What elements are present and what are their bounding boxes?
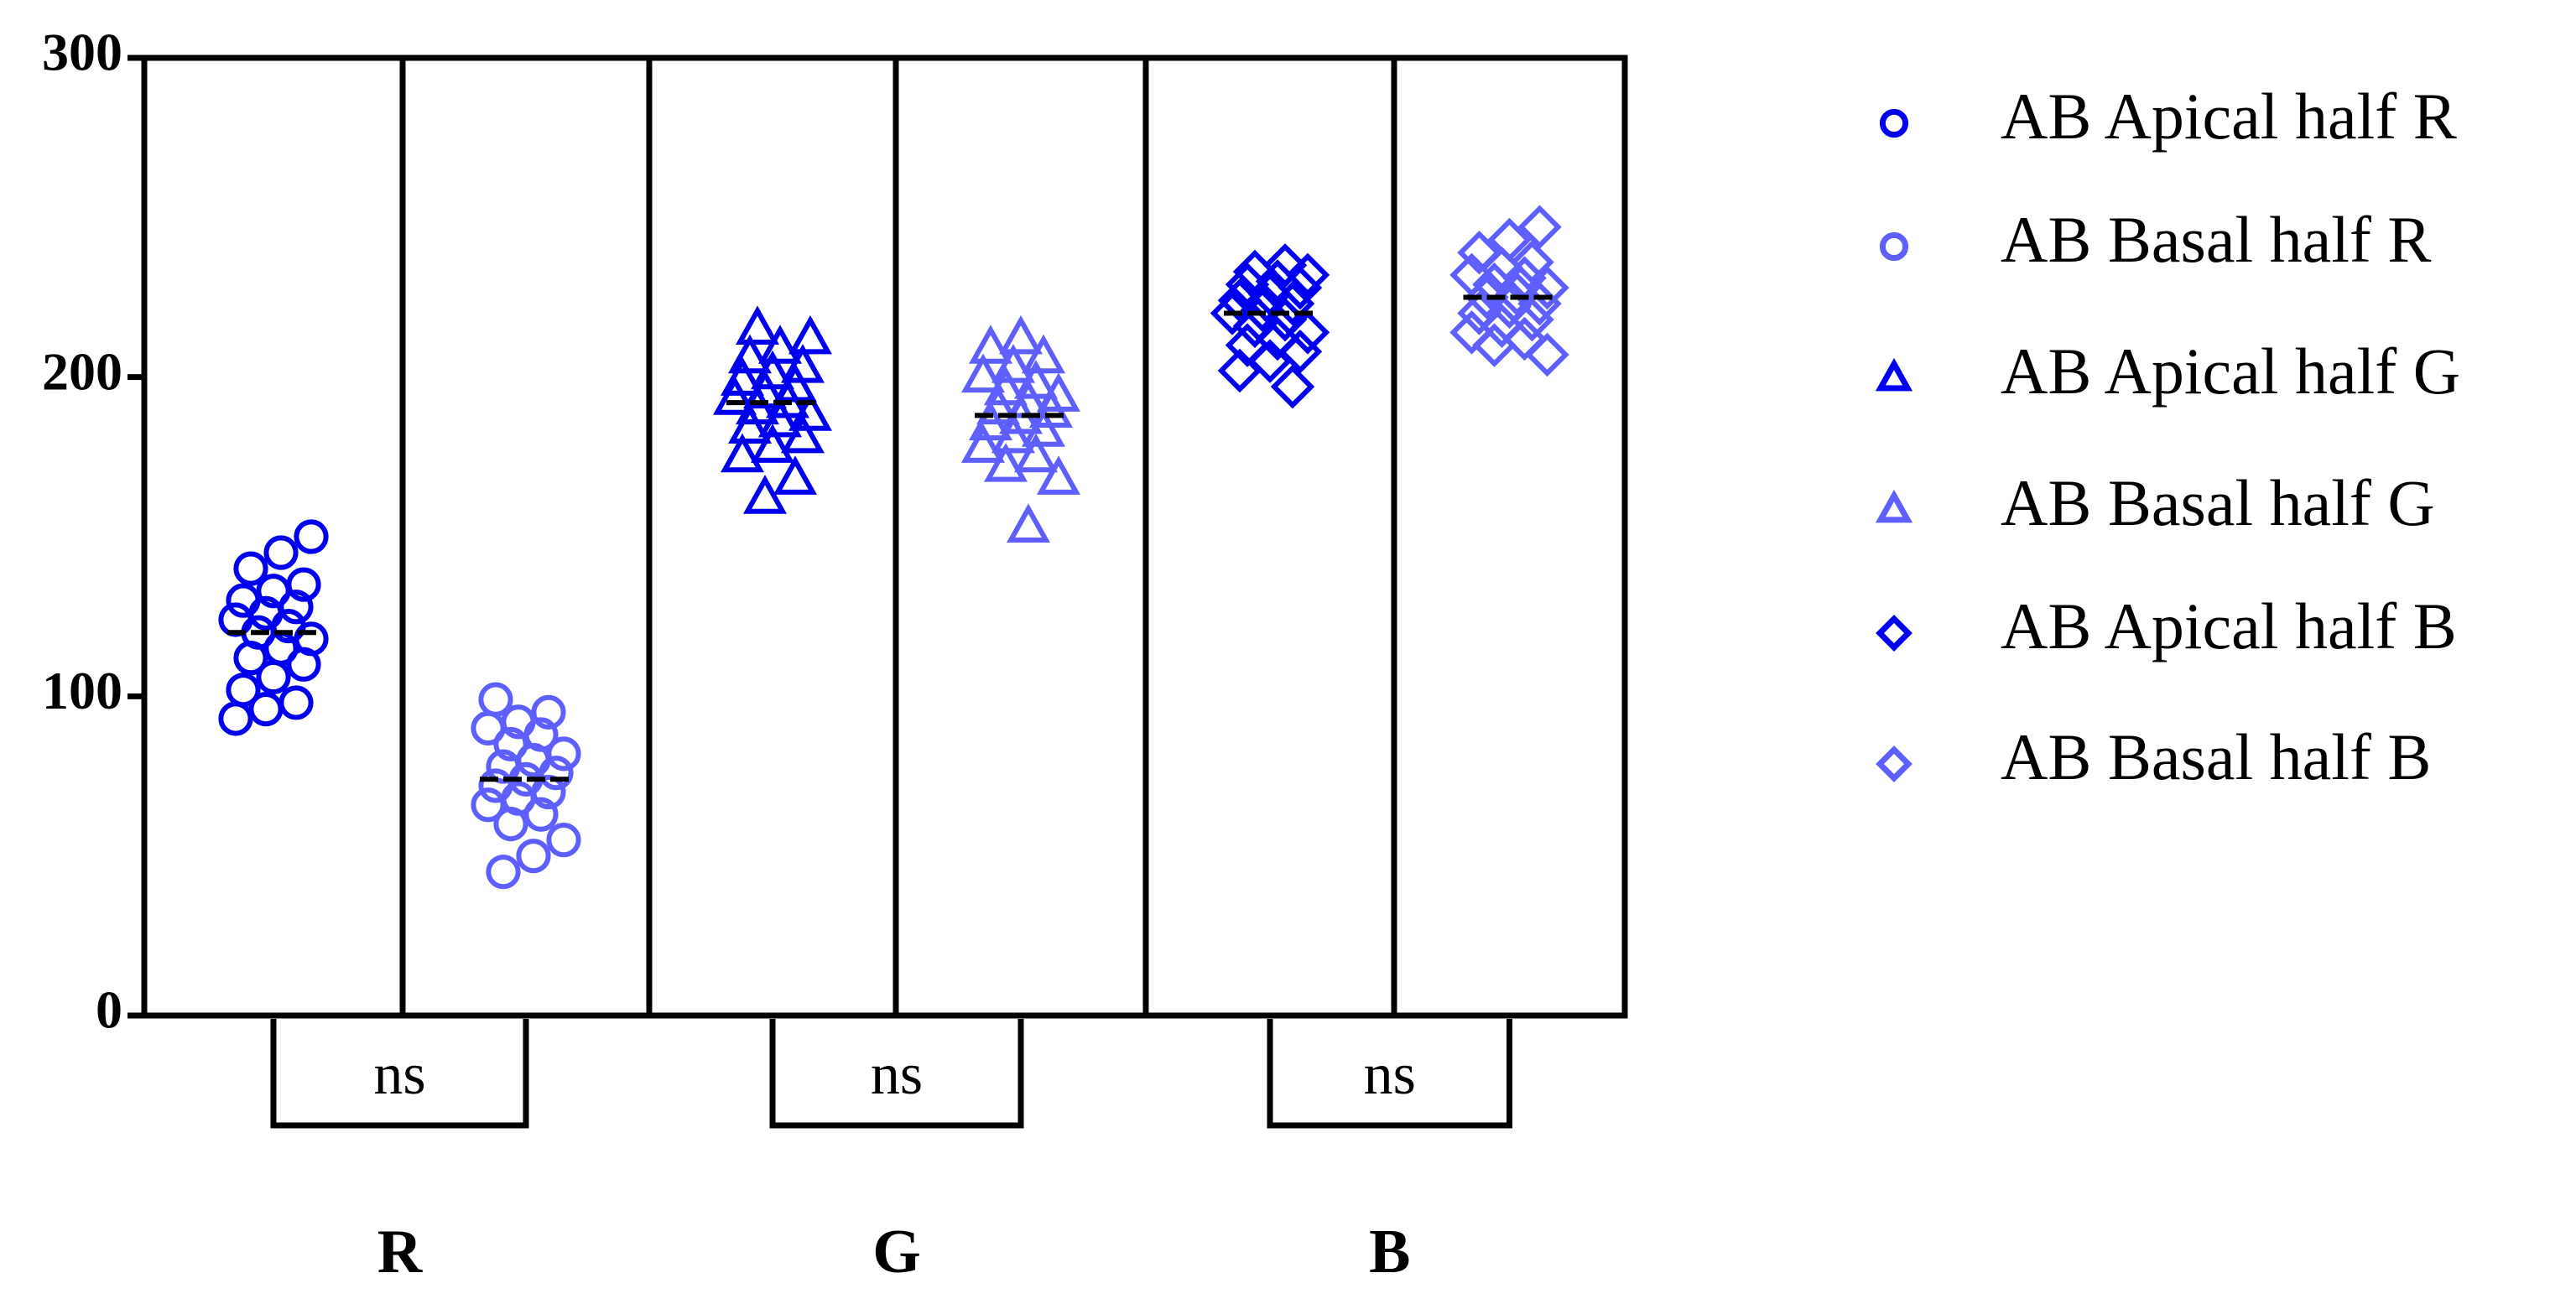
significance-bracket xyxy=(769,1019,1024,1129)
significance-bracket xyxy=(1267,1019,1512,1129)
data-point xyxy=(493,726,528,762)
data-point xyxy=(1285,252,1330,298)
data-point xyxy=(546,736,581,771)
data-point xyxy=(1036,455,1081,495)
data-point xyxy=(1510,240,1554,284)
significance-label: ns xyxy=(1364,1042,1416,1107)
data-point xyxy=(735,305,780,345)
group-label: G xyxy=(872,1218,921,1286)
data-point xyxy=(960,353,1006,393)
y-tick-label: 0 xyxy=(96,980,122,1040)
data-point xyxy=(486,855,521,890)
data-point xyxy=(531,694,566,730)
data-point xyxy=(773,455,818,495)
data-point xyxy=(478,682,513,717)
data-point xyxy=(471,710,506,746)
data-point xyxy=(720,356,765,396)
data-point xyxy=(286,567,321,602)
data-point xyxy=(780,344,825,383)
data-point xyxy=(757,325,803,364)
legend-label: AB Apical half G xyxy=(2001,335,2460,408)
data-point xyxy=(294,519,329,554)
data-point xyxy=(1262,243,1308,288)
legend-marker xyxy=(1876,746,1912,782)
data-point xyxy=(1525,332,1569,377)
data-point xyxy=(712,376,757,415)
data-point xyxy=(218,701,253,736)
data-point xyxy=(1525,265,1569,310)
data-point xyxy=(742,475,788,514)
legend-marker xyxy=(1879,231,1909,262)
group-label: R xyxy=(377,1218,424,1286)
legend-label: AB Basal half R xyxy=(2001,203,2431,276)
data-point xyxy=(278,590,314,625)
legend-marker xyxy=(1875,357,1913,392)
data-point xyxy=(960,423,1006,463)
data-point xyxy=(278,685,314,720)
y-tick-label: 100 xyxy=(42,661,122,720)
plot-frame xyxy=(141,55,1628,1019)
data-point xyxy=(1270,364,1315,409)
data-point xyxy=(263,535,299,570)
data-point xyxy=(516,839,551,874)
data-point xyxy=(720,433,765,473)
data-point xyxy=(233,551,268,586)
data-point xyxy=(1021,334,1066,374)
data-point xyxy=(1006,503,1051,543)
legend-marker xyxy=(1876,615,1912,652)
y-tick-label: 200 xyxy=(42,341,122,401)
legend-marker xyxy=(1879,108,1909,138)
data-point xyxy=(727,334,773,374)
data-point xyxy=(226,673,261,708)
group-label: B xyxy=(1369,1218,1410,1286)
data-point xyxy=(983,443,1028,482)
data-point xyxy=(727,404,773,444)
data-point xyxy=(478,768,513,803)
significance-bracket xyxy=(270,1019,529,1129)
data-point xyxy=(1487,217,1532,262)
legend-marker xyxy=(1875,489,1913,523)
data-point xyxy=(1449,310,1494,355)
data-point xyxy=(226,583,261,618)
y-tick-label: 300 xyxy=(42,23,122,82)
data-point xyxy=(968,325,1013,364)
data-point xyxy=(1517,205,1562,249)
data-point xyxy=(991,344,1036,383)
data-point xyxy=(976,385,1021,425)
data-point xyxy=(501,704,536,740)
data-point xyxy=(1457,230,1501,275)
data-point xyxy=(523,797,559,832)
data-point xyxy=(998,314,1043,355)
data-point xyxy=(750,423,795,463)
legend-label: AB Basal half B xyxy=(2001,720,2431,793)
legend-label: AB Basal half G xyxy=(2001,466,2435,539)
legend-label: AB Apical half B xyxy=(2001,590,2457,662)
significance-label: ns xyxy=(871,1042,923,1107)
significance-label: ns xyxy=(373,1042,425,1107)
legend-label: AB Apical half R xyxy=(2001,80,2457,153)
data-point xyxy=(788,314,833,355)
data-point xyxy=(546,823,581,858)
data-point xyxy=(1013,433,1059,473)
data-point xyxy=(471,787,506,823)
